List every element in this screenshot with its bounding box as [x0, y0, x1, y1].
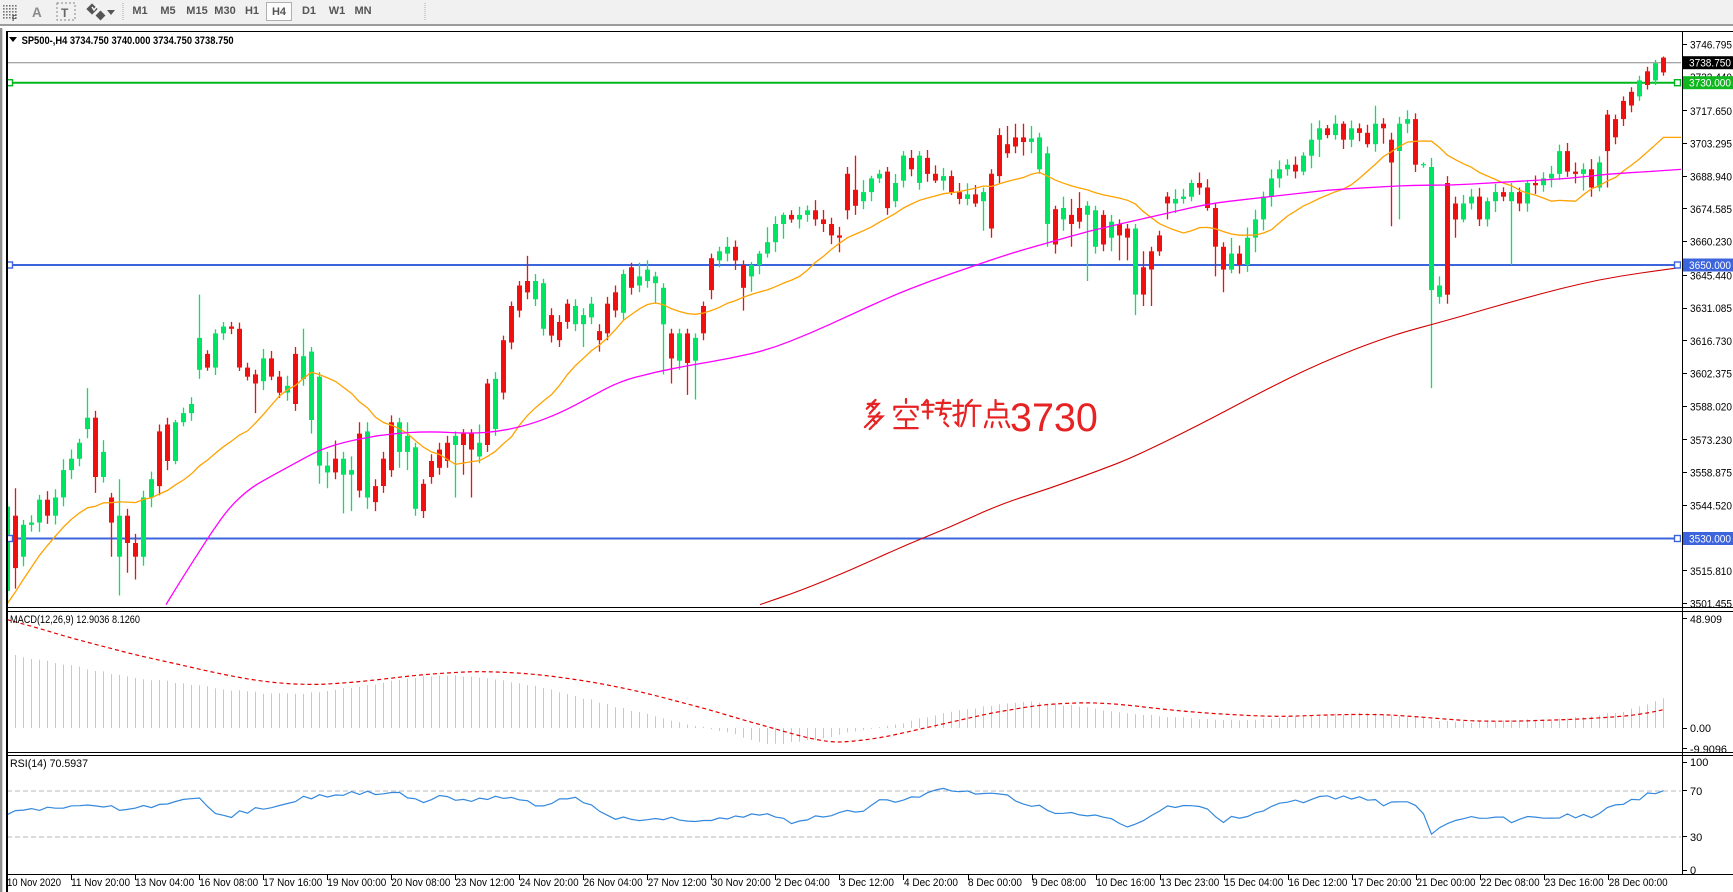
svg-text:3703.295: 3703.295	[1690, 139, 1732, 151]
svg-text:3660.230: 3660.230	[1690, 237, 1732, 249]
svg-text:100: 100	[1690, 757, 1708, 769]
svg-text:3746.795: 3746.795	[1690, 39, 1732, 51]
svg-text:3730.000: 3730.000	[1689, 78, 1731, 90]
svg-text:19 Nov 00:00: 19 Nov 00:00	[327, 877, 386, 889]
svg-text:28 Dec 00:00: 28 Dec 00:00	[1609, 877, 1668, 889]
svg-text:20 Nov 08:00: 20 Nov 08:00	[391, 877, 450, 889]
svg-text:3730: 3730	[1010, 396, 1098, 440]
svg-text:3573.230: 3573.230	[1690, 435, 1732, 447]
svg-text:-9.9096: -9.9096	[1690, 744, 1727, 756]
svg-text:10 Nov 2020: 10 Nov 2020	[7, 877, 61, 889]
svg-text:13 Dec 23:00: 13 Dec 23:00	[1160, 877, 1219, 889]
svg-text:16 Dec 12:00: 16 Dec 12:00	[1288, 877, 1347, 889]
svg-text:3602.375: 3602.375	[1690, 369, 1732, 381]
svg-text:3738.750: 3738.750	[1689, 58, 1731, 70]
svg-text:F: F	[12, 14, 17, 23]
svg-text:11 Nov 20:00: 11 Nov 20:00	[71, 877, 130, 889]
svg-text:22 Dec 08:00: 22 Dec 08:00	[1481, 877, 1540, 889]
svg-text:3 Dec 12:00: 3 Dec 12:00	[840, 877, 894, 889]
svg-text:16 Nov 08:00: 16 Nov 08:00	[199, 877, 258, 889]
svg-text:2 Dec 04:00: 2 Dec 04:00	[776, 877, 830, 889]
svg-text:3530.000: 3530.000	[1689, 534, 1731, 546]
svg-text:30: 30	[1690, 832, 1702, 844]
svg-text:4 Dec 20:00: 4 Dec 20:00	[904, 877, 958, 889]
svg-text:0.00: 0.00	[1690, 723, 1711, 735]
svg-text:70: 70	[1690, 786, 1702, 798]
svg-text:3515.810: 3515.810	[1690, 566, 1732, 578]
svg-text:3616.730: 3616.730	[1690, 336, 1732, 348]
svg-text:26 Nov 04:00: 26 Nov 04:00	[584, 877, 643, 889]
svg-text:3631.085: 3631.085	[1690, 303, 1732, 315]
svg-text:23 Nov 12:00: 23 Nov 12:00	[456, 877, 515, 889]
svg-text:3650.000: 3650.000	[1689, 260, 1731, 272]
svg-text:17 Nov 16:00: 17 Nov 16:00	[263, 877, 322, 889]
svg-text:3558.875: 3558.875	[1690, 468, 1732, 480]
svg-text:3501.455: 3501.455	[1690, 599, 1732, 611]
svg-text:RSI(14) 70.5937: RSI(14) 70.5937	[10, 758, 88, 770]
svg-text:27 Nov 12:00: 27 Nov 12:00	[648, 877, 707, 889]
svg-text:MACD(12,26,9) 12.9036 8.1260: MACD(12,26,9) 12.9036 8.1260	[10, 614, 140, 626]
svg-text:3588.020: 3588.020	[1690, 401, 1732, 413]
svg-text:9 Dec 08:00: 9 Dec 08:00	[1032, 877, 1086, 889]
svg-text:13 Nov 04:00: 13 Nov 04:00	[135, 877, 194, 889]
svg-text:15 Dec 04:00: 15 Dec 04:00	[1224, 877, 1283, 889]
svg-text:3645.440: 3645.440	[1690, 270, 1732, 282]
svg-text:A: A	[32, 5, 42, 20]
svg-text:3688.940: 3688.940	[1690, 171, 1732, 183]
svg-text:23 Dec 16:00: 23 Dec 16:00	[1545, 877, 1604, 889]
svg-text:8 Dec 00:00: 8 Dec 00:00	[968, 877, 1022, 889]
svg-text:3674.585: 3674.585	[1690, 204, 1732, 216]
svg-text:3544.520: 3544.520	[1690, 500, 1732, 512]
svg-text:30 Nov 20:00: 30 Nov 20:00	[712, 877, 771, 889]
svg-text:0: 0	[1690, 865, 1696, 877]
svg-text:24 Nov 20:00: 24 Nov 20:00	[520, 877, 579, 889]
svg-text:48.909: 48.909	[1690, 614, 1722, 626]
svg-text:T: T	[61, 6, 69, 20]
svg-text:3717.650: 3717.650	[1690, 106, 1732, 118]
svg-text:21 Dec 00:00: 21 Dec 00:00	[1417, 877, 1476, 889]
svg-text:SP500-,H4 3734.750 3740.000 3: SP500-,H4 3734.750 3740.000 3734.750 373…	[22, 35, 234, 47]
svg-text:17 Dec 20:00: 17 Dec 20:00	[1353, 877, 1412, 889]
svg-text:10 Dec 16:00: 10 Dec 16:00	[1096, 877, 1155, 889]
